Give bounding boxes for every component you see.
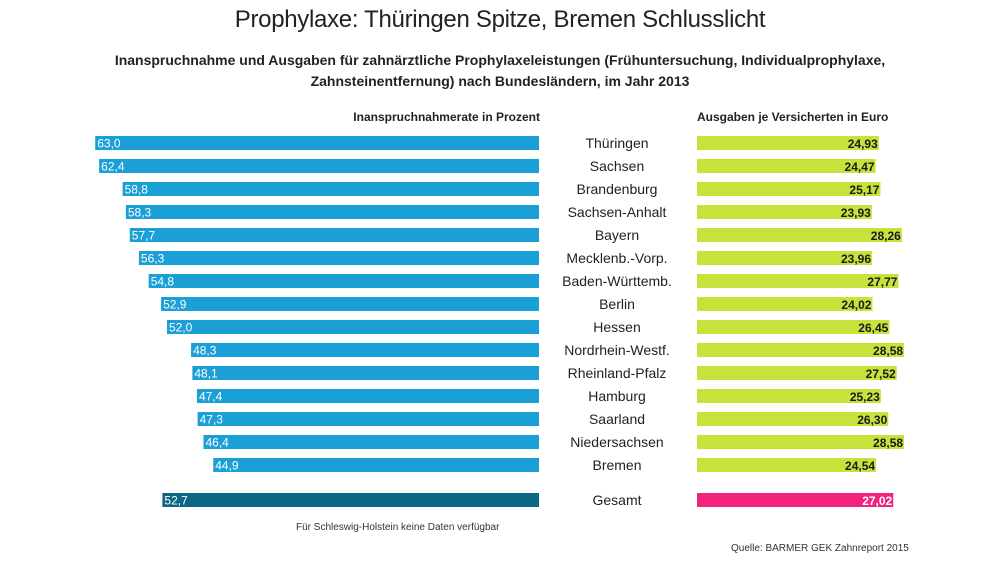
left-bar-4 [129,228,539,242]
footnote: Für Schleswig-Holstein keine Daten verfü… [296,522,500,533]
right-bar-label-12: 26,30 [857,413,887,427]
category-label-0: Thüringen [585,135,648,151]
right-bar-label-3: 23,93 [841,206,871,220]
left-bar-label-9: 48,3 [193,344,217,358]
right-bar-11 [697,389,881,403]
left-bar-0 [95,136,540,150]
left-bar-label-14: 44,9 [215,459,239,473]
left-bar-3 [125,205,539,219]
category-label-total: Gesamt [592,492,641,508]
chart-title: Prophylaxe: Thüringen Spitze, Bremen Sch… [234,6,766,33]
category-label-2: Brandenburg [577,181,658,197]
right-bar-label-2: 25,17 [849,183,879,197]
left-bar-12 [197,412,539,426]
right-bar-total [697,493,894,507]
category-label-13: Niedersachsen [570,434,663,450]
right-bar-label-8: 26,45 [858,321,888,335]
right-bar-label-11: 25,23 [850,390,880,404]
left-bar-label-1: 62,4 [101,160,125,174]
left-bar-1 [99,159,539,173]
right-bar-2 [697,182,881,196]
category-label-5: Mecklenb.-Vorp. [566,250,667,266]
right-bar-0 [697,136,879,150]
left-bar-label-10: 48,1 [194,367,218,381]
right-bar-6 [697,274,899,288]
right-bar-label-14: 24,54 [845,459,875,473]
left-bar-label-total: 52,7 [164,494,188,508]
source-note: Quelle: BARMER GEK Zahnreport 2015 [731,543,909,554]
right-bar-7 [697,297,873,311]
chart-subtitle: Inanspruchnahme und Ausgaben für zahnärz… [114,52,886,89]
right-bar-label-0: 24,93 [848,137,878,151]
left-bar-label-12: 47,3 [200,413,224,427]
right-bar-1 [697,159,876,173]
right-bar-label-6: 27,77 [867,275,897,289]
left-bar-label-7: 52,9 [163,298,187,312]
left-bar-9 [191,343,540,357]
left-bar-5 [138,251,539,265]
right-bar-5 [697,251,873,265]
right-column-header: Ausgaben je Versicherten in Euro [697,110,889,124]
category-label-1: Sachsen [590,158,644,174]
left-bar-label-3: 58,3 [128,206,152,220]
category-label-4: Bayern [595,227,639,243]
left-bar-10 [192,366,539,380]
left-bar-8 [166,320,539,334]
left-bar-13 [203,435,540,449]
left-bar-6 [148,274,540,288]
right-bar-label-7: 24,02 [841,298,871,312]
left-bar-11 [196,389,539,403]
left-bar-7 [161,297,540,311]
category-label-7: Berlin [599,296,635,312]
left-bar-label-5: 56,3 [141,252,165,266]
right-bar-14 [697,458,877,472]
right-bar-3 [697,205,872,219]
right-bar-9 [697,343,905,357]
right-bar-8 [697,320,890,334]
right-bar-label-5: 23,96 [841,252,871,266]
category-label-11: Hamburg [588,388,646,404]
right-bar-12 [697,412,889,426]
left-bar-label-2: 58,8 [125,183,149,197]
left-bar-2 [122,182,540,196]
right-bar-13 [697,435,905,449]
left-bar-label-11: 47,4 [199,390,223,404]
right-bar-label-1: 24,47 [845,160,875,174]
category-label-3: Sachsen-Anhalt [568,204,667,220]
category-label-8: Hessen [593,319,640,335]
category-label-10: Rheinland-Pfalz [568,365,667,381]
right-bar-label-4: 28,26 [871,229,901,243]
right-bar-10 [697,366,897,380]
left-column-header: Inanspruchnahmerate in Prozent [353,110,540,124]
right-bar-label-total: 27,02 [862,494,892,508]
category-label-6: Baden-Württemb. [562,273,672,289]
left-bar-total [162,493,539,507]
left-bar-label-8: 52,0 [169,321,193,335]
left-bar-label-0: 63,0 [97,137,121,151]
right-bar-4 [697,228,902,242]
category-label-9: Nordrhein-Westf. [564,342,670,358]
category-label-14: Bremen [592,457,641,473]
left-bar-label-13: 46,4 [205,436,229,450]
right-bar-label-13: 28,58 [873,436,903,450]
right-bar-label-10: 27,52 [866,367,896,381]
left-bar-label-6: 54,8 [151,275,175,289]
right-bar-label-9: 28,58 [873,344,903,358]
category-label-12: Saarland [589,411,645,427]
left-bar-14 [213,458,539,472]
left-bar-label-4: 57,7 [132,229,156,243]
